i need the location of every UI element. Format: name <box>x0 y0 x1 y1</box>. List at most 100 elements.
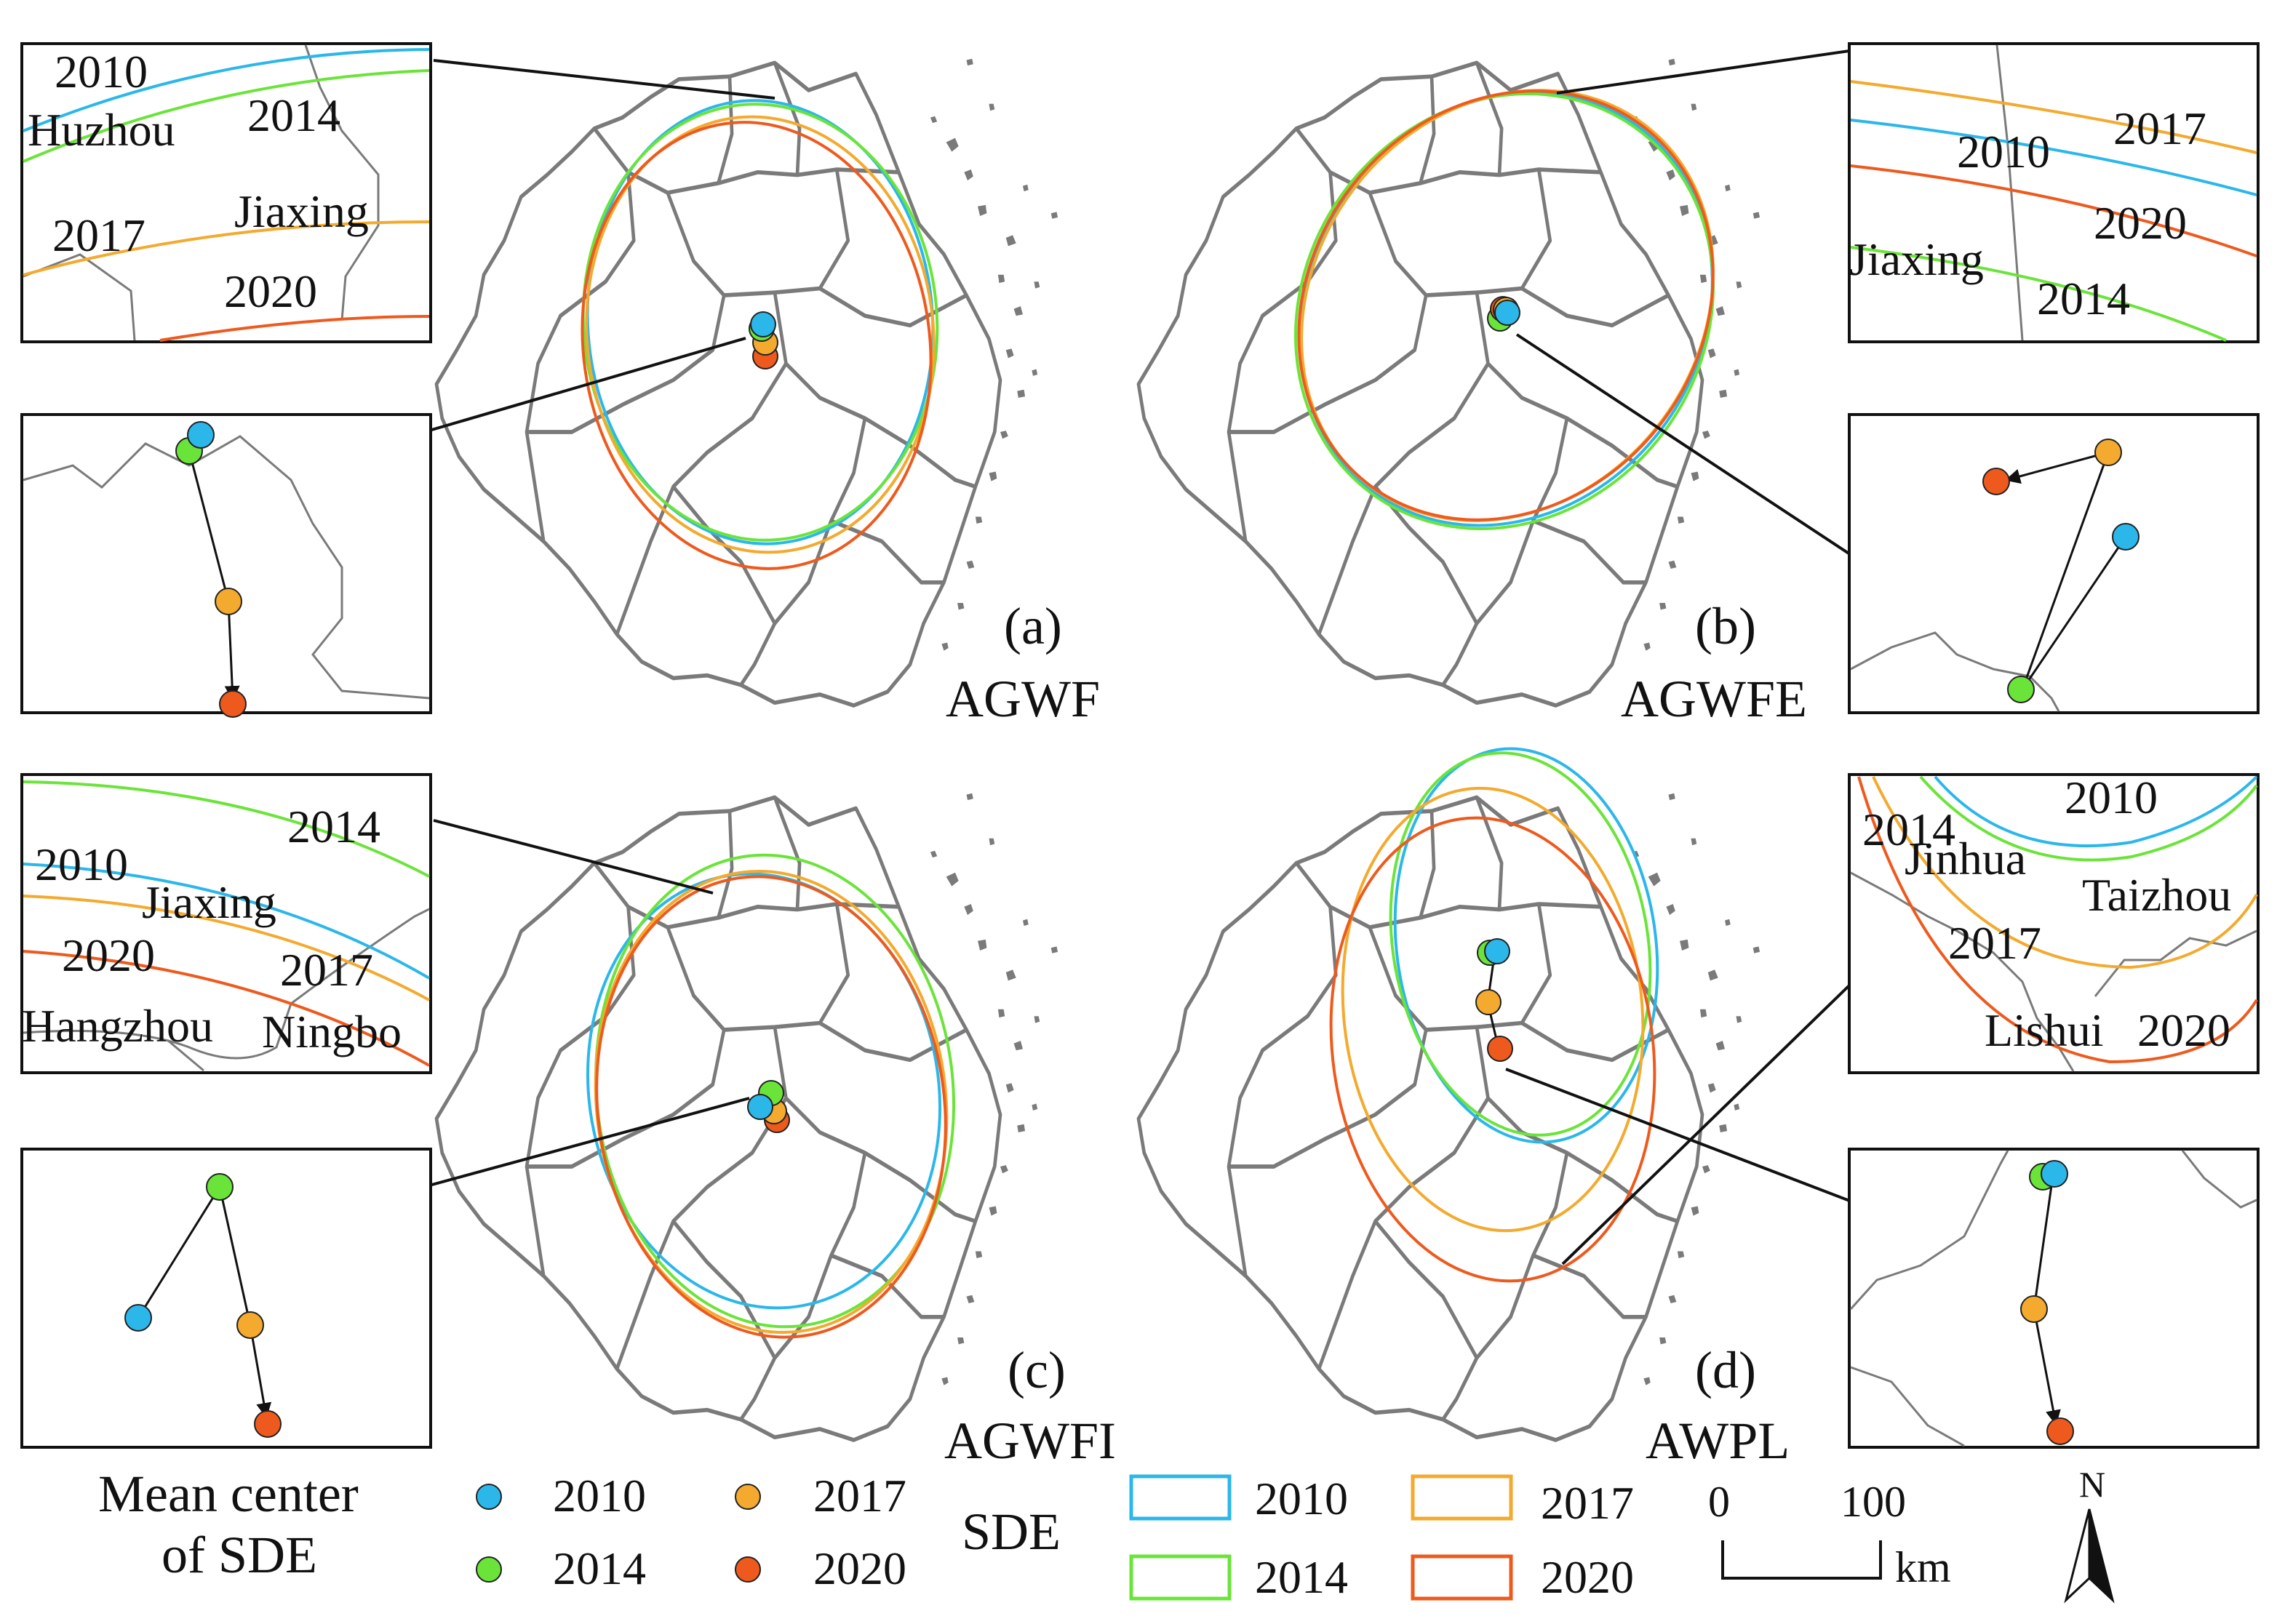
sde-ellipse-2020 <box>581 121 933 570</box>
legend-point-label-2010: 2010 <box>553 1470 646 1521</box>
sde-ellipse-2017 <box>585 115 936 554</box>
scale-end-label: 100 <box>1841 1478 1906 1526</box>
sde-ellipses-b <box>1294 89 1715 530</box>
mean-center-2010 <box>747 1094 773 1120</box>
trajectory-point-2010 <box>2041 1160 2068 1188</box>
connector-line <box>433 59 775 100</box>
province-map-a <box>436 59 1058 705</box>
legend-point-label-2020: 2020 <box>813 1543 906 1594</box>
inset-label-taizhou: Taizhou <box>2082 869 2231 921</box>
mean-center-2010 <box>750 311 776 337</box>
legend-sde-label-2010: 2010 <box>1255 1473 1348 1524</box>
sde-ellipse-2014 <box>1389 751 1652 1137</box>
inset-label-2020: 2020 <box>62 929 155 981</box>
scale-unit-label: km <box>1895 1543 1951 1591</box>
legend-sde-title: SDE <box>962 1503 1061 1561</box>
mean-centers-b <box>1487 296 1520 332</box>
inset-label-jiaxing: Jiaxing <box>234 185 369 237</box>
inset-label-huzhou: Huzhou <box>28 104 175 156</box>
trajectory-point-2020 <box>254 1410 282 1438</box>
legend-mean-center-title: Mean center <box>98 1465 359 1523</box>
panel-letter-d: (d) <box>1695 1341 1756 1399</box>
panel-b: 2017 2010 2020 Jiaxing 2014 (b) AGWFE <box>1138 42 2260 728</box>
inset-label-2010: 2010 <box>1957 126 2050 177</box>
sde-ellipse-2010 <box>1393 747 1659 1144</box>
inset-d-bottom <box>1848 1148 2260 1449</box>
legend-sde-swatch-2014 <box>1129 1554 1232 1601</box>
trajectory-point-2017 <box>2020 1295 2048 1323</box>
inset-label-jinhua: Jinhua <box>1905 833 2026 884</box>
mean-center-2010 <box>1484 938 1510 964</box>
inset-b-bottom <box>1848 413 2260 714</box>
sde-ellipse-2020 <box>595 875 947 1339</box>
panel-title-c: AGWFI <box>944 1412 1116 1470</box>
inset-label-2017: 2017 <box>1948 917 2041 969</box>
legend-mean-center-subtitle: of SDE <box>161 1526 317 1584</box>
trajectory-point-2017 <box>215 588 242 615</box>
legend-point-label-2014: 2014 <box>553 1543 646 1594</box>
mean-center-2010 <box>1494 300 1520 326</box>
connector-line <box>433 819 714 895</box>
legend: Mean center of SDE 2010 2014 2017 2020 S… <box>98 1465 1634 1603</box>
panel-d: 2010 2014 Jinhua Taizhou 2017 Lishui 202… <box>1138 747 2260 1470</box>
panel-title-b: AGWFE <box>1621 670 1807 728</box>
legend-point-2020 <box>735 1556 761 1583</box>
panel-letter-b: (b) <box>1695 597 1756 655</box>
province-map-c <box>436 793 1058 1440</box>
connector-line <box>1505 1068 1852 1203</box>
north-arrow: N <box>2064 1464 2115 1604</box>
mean-center-2020 <box>1487 1036 1513 1062</box>
legend-point-2017 <box>735 1484 761 1510</box>
inset-c-bottom <box>20 1148 432 1449</box>
legend-point-label-2017: 2017 <box>813 1470 906 1521</box>
inset-label-hangzhou: Hangzhou <box>22 1000 213 1052</box>
sde-ellipses-d <box>1329 747 1659 1283</box>
trajectory-point-2017 <box>236 1311 264 1339</box>
panel-letter-a: (a) <box>1004 597 1062 655</box>
inset-label-2014: 2014 <box>247 89 340 141</box>
inset-label-2014: 2014 <box>1862 804 1955 855</box>
panel-letter-c: (c) <box>1008 1341 1066 1399</box>
mean-centers-c <box>747 1080 790 1133</box>
inset-label-2020: 2020 <box>224 265 317 317</box>
scale-bar: 0 100 km <box>1708 1478 1951 1591</box>
inset-label-2020: 2020 <box>2094 197 2187 249</box>
province-map-d <box>1138 793 1760 1440</box>
mean-centers-a <box>749 311 778 369</box>
north-label: N <box>2079 1464 2105 1505</box>
inset-label-2010: 2010 <box>35 839 128 890</box>
trajectory-point-2010 <box>2112 523 2140 551</box>
trajectory-point-2010 <box>187 421 215 449</box>
inset-a-bottom <box>20 413 432 718</box>
inset-label-2017: 2017 <box>2113 103 2206 154</box>
connector-line <box>428 1097 750 1187</box>
mean-center-2017 <box>1475 989 1502 1015</box>
panel-title-d: AWPL <box>1646 1412 1790 1470</box>
legend-point-2010 <box>476 1484 502 1510</box>
legend-sde-label-2020: 2020 <box>1541 1551 1634 1603</box>
connector-line <box>1561 984 1851 1265</box>
inset-label-ningbo: Ningbo <box>262 1006 402 1057</box>
sde-ellipse-2017 <box>1341 786 1645 1233</box>
inset-label-2014: 2014 <box>287 801 380 852</box>
sde-ellipse-2014 <box>1294 92 1715 530</box>
inset-d-top: 2010 2014 Jinhua Taizhou 2017 Lishui 202… <box>1848 772 2260 1074</box>
trajectory-point-2020 <box>219 690 247 718</box>
connector-line <box>428 337 746 432</box>
legend-sde-swatch-2020 <box>1411 1554 1513 1601</box>
connector-line <box>1556 49 1850 95</box>
scale-start-label: 0 <box>1708 1478 1730 1526</box>
sde-ellipses-a <box>581 99 939 570</box>
legend-sde-label-2014: 2014 <box>1255 1551 1348 1603</box>
inset-c-top: 2014 2010 Jiaxing 2020 2017 Hangzhou Nin… <box>20 773 432 1074</box>
inset-label-2020: 2020 <box>2137 1004 2230 1056</box>
inset-label-2010: 2010 <box>2065 772 2158 823</box>
inset-label-2017: 2017 <box>280 944 373 996</box>
trajectory-point-2014 <box>2007 676 2035 703</box>
inset-label-jiaxing: Jiaxing <box>1849 233 1984 285</box>
trajectory-point-2014 <box>206 1173 234 1201</box>
inset-label-2010: 2010 <box>55 46 148 97</box>
trajectory-point-2010 <box>124 1304 152 1332</box>
sde-ellipse-2020 <box>1329 816 1656 1283</box>
connector-line <box>1515 333 1860 561</box>
